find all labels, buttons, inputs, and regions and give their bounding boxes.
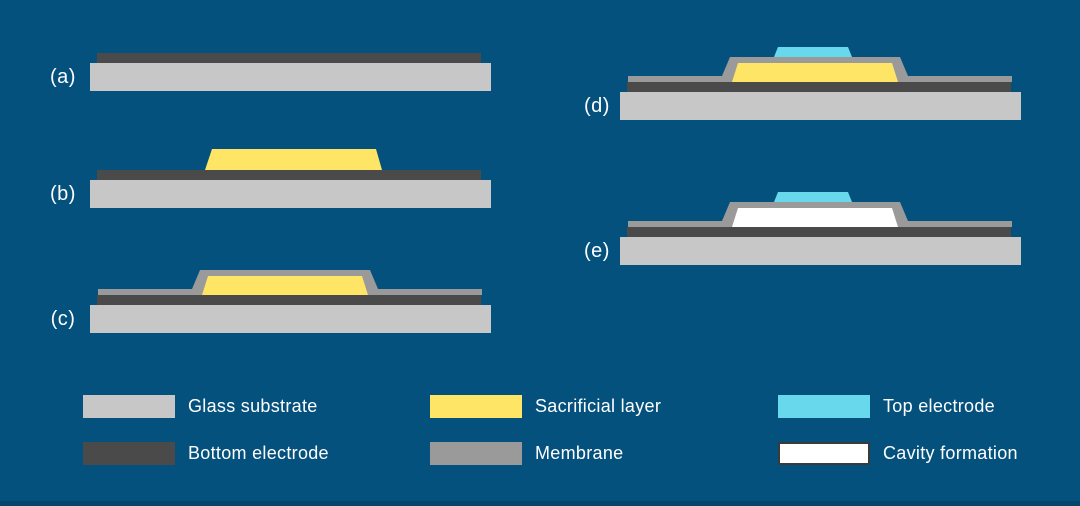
step-label-a: (a): [50, 66, 76, 88]
step-b-svg: [90, 149, 491, 208]
step-label-e: (e): [584, 240, 610, 262]
cavity-formation-swatch: [778, 442, 870, 465]
cavity-layer: [732, 208, 898, 227]
step-e-svg: [620, 192, 1021, 265]
membrane-swatch: [430, 442, 522, 465]
sacrificial-layer: [202, 276, 368, 295]
legend-item-bottom-electrode: Bottom electrode: [83, 442, 329, 465]
bottom-electrode-layer: [627, 82, 1011, 92]
step-label-d: (d): [584, 95, 610, 117]
step-d-svg: [620, 47, 1021, 120]
legend-item-membrane: Membrane: [430, 442, 623, 465]
legend-label: Membrane: [535, 443, 624, 463]
glass-substrate-layer: [620, 237, 1021, 265]
legend-item-sacrificial-layer: Sacrificial layer: [430, 395, 661, 418]
bottom-electrode-swatch: [83, 442, 175, 465]
legend-label: Top electrode: [883, 396, 995, 416]
legend-label: Bottom electrode: [188, 443, 329, 463]
glass-substrate-layer: [90, 63, 491, 91]
step-c-diagram: [90, 243, 491, 333]
glass-substrate-layer: [620, 92, 1021, 120]
step-c-svg: [90, 270, 491, 333]
legend-label: Sacrificial layer: [535, 396, 662, 416]
bottom-electrode-layer: [97, 170, 481, 180]
sacrificial-layer-swatch: [430, 395, 522, 418]
step-label-b: (b): [50, 183, 76, 205]
step-a-diagram: [90, 1, 491, 91]
glass-substrate-swatch: [83, 395, 175, 418]
glass-substrate-layer: [90, 180, 491, 208]
legend-item-glass-substrate: Glass substrate: [83, 395, 318, 418]
top-electrode-layer: [774, 192, 852, 202]
top-electrode-layer: [774, 47, 852, 57]
bottom-electrode-layer: [97, 53, 481, 63]
step-d-diagram: [620, 30, 1021, 120]
bottom-electrode-layer: [97, 295, 481, 305]
glass-substrate-layer: [90, 305, 491, 333]
step-a-svg: [90, 53, 491, 91]
sacrificial-layer: [732, 63, 898, 82]
legend-label: Cavity formation: [883, 443, 1018, 463]
step-b-diagram: [90, 118, 491, 208]
step-label-c: (c): [50, 308, 76, 330]
legend-item-top-electrode: Top electrode: [778, 395, 995, 418]
step-e-diagram: [620, 175, 1021, 265]
legend-label: Glass substrate: [188, 396, 318, 416]
sacrificial-layer: [205, 149, 382, 170]
top-electrode-swatch: [778, 395, 870, 418]
bottom-electrode-layer: [627, 227, 1011, 237]
legend-item-cavity-formation: Cavity formation: [778, 442, 1018, 465]
bottom-edge-strip: [0, 501, 1080, 506]
